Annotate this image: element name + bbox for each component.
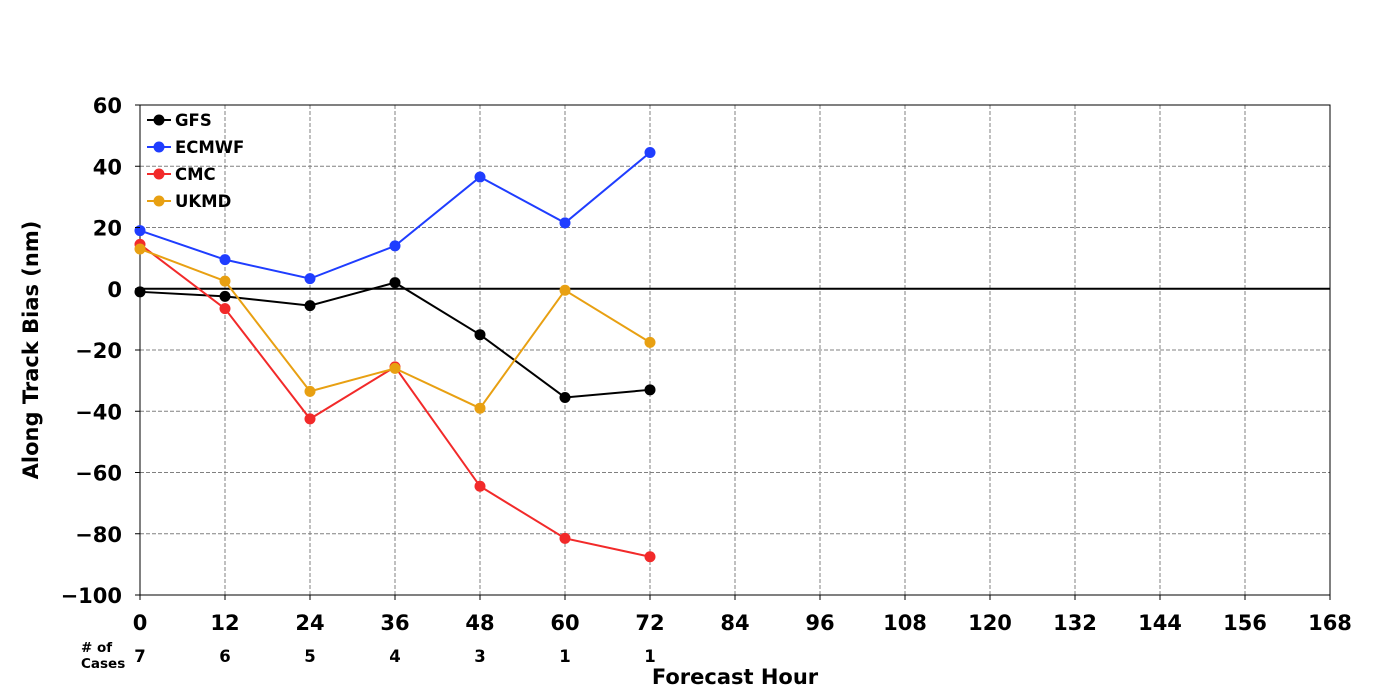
cases-count: 5 [304, 647, 315, 666]
legend: GFS ECMWF CMC UKMD [147, 111, 244, 211]
data-point-gfs [389, 277, 401, 289]
legend-swatch-marker [153, 114, 165, 126]
legend-item-ecmwf: ECMWF [147, 138, 244, 157]
x-tick-label: 72 [635, 611, 664, 635]
y-tick-label: 20 [93, 217, 122, 241]
data-point-ecmwf [559, 217, 571, 229]
data-point-ecmwf [304, 273, 316, 285]
cases-row: # of Cases 7 6 5 4 3 1 1 [81, 640, 656, 672]
y-tick-label: −20 [75, 339, 122, 363]
data-point-ukmd [559, 284, 571, 296]
data-point-cmc [219, 303, 231, 315]
data-point-gfs [219, 290, 231, 302]
data-point-ukmd [474, 402, 486, 414]
y-tick-label: 0 [107, 278, 122, 302]
series-ukmd [134, 243, 656, 414]
data-point-ukmd [219, 275, 231, 287]
cases-label-line2: Cases [81, 656, 125, 672]
legend-label: GFS [175, 111, 212, 130]
x-axis-ticks: 0 12 24 36 48 60 72 84 96 108 120 132 144 156 168 [133, 595, 1352, 635]
data-point-ukmd [389, 362, 401, 374]
cases-count: 6 [219, 647, 230, 666]
x-tick-label: 144 [1138, 611, 1182, 635]
legend-item-cmc: CMC [147, 165, 216, 184]
grid-lines [140, 105, 1330, 595]
data-point-gfs [304, 300, 316, 312]
series-gfs [134, 277, 656, 403]
data-point-cmc [304, 413, 316, 425]
data-point-ecmwf [134, 225, 146, 237]
x-tick-label: 12 [210, 611, 239, 635]
x-tick-label: 168 [1308, 611, 1352, 635]
y-tick-label: −100 [61, 584, 122, 608]
data-point-cmc [644, 551, 656, 563]
y-tick-label: −40 [75, 400, 122, 424]
cases-label-line1: # of [81, 640, 112, 656]
y-axis-title: Along Track Bias (nm) [19, 221, 43, 480]
cases-count: 7 [134, 647, 145, 666]
legend-swatch-marker [153, 168, 165, 180]
cases-count: 3 [474, 647, 485, 666]
cases-count: 1 [559, 647, 570, 666]
data-point-cmc [559, 532, 571, 544]
y-tick-label: −60 [75, 462, 122, 486]
data-point-ukmd [304, 385, 316, 397]
x-tick-label: 36 [380, 611, 409, 635]
data-point-gfs [644, 384, 656, 396]
x-axis-title: Forecast Hour [652, 665, 819, 689]
y-tick-label: 60 [93, 94, 122, 118]
cases-count: 4 [389, 647, 400, 666]
legend-item-gfs: GFS [147, 111, 212, 130]
data-point-gfs [134, 286, 146, 298]
data-point-gfs [559, 391, 571, 403]
data-point-gfs [474, 329, 486, 341]
series-group [134, 146, 656, 563]
data-point-ecmwf [474, 171, 486, 183]
data-point-ecmwf [644, 146, 656, 158]
x-tick-label: 120 [968, 611, 1012, 635]
x-tick-label: 0 [133, 611, 148, 635]
legend-label: ECMWF [175, 138, 244, 157]
x-tick-label: 132 [1053, 611, 1097, 635]
x-tick-label: 156 [1223, 611, 1267, 635]
x-tick-label: 108 [883, 611, 927, 635]
y-tick-label: −80 [75, 523, 122, 547]
x-tick-label: 60 [550, 611, 579, 635]
data-point-ukmd [134, 243, 146, 255]
x-tick-label: 84 [720, 611, 749, 635]
data-point-ecmwf [219, 254, 231, 266]
data-point-cmc [474, 480, 486, 492]
x-tick-label: 48 [465, 611, 494, 635]
x-tick-label: 24 [295, 611, 324, 635]
data-point-ukmd [644, 336, 656, 348]
legend-label: CMC [175, 165, 216, 184]
y-axis-ticks: −100 −80 −60 −40 −20 0 20 40 60 [61, 94, 140, 608]
x-tick-label: 96 [805, 611, 834, 635]
legend-swatch-marker [153, 141, 165, 153]
series-ecmwf [134, 146, 656, 285]
legend-item-ukmd: UKMD [147, 192, 231, 211]
cases-count: 1 [644, 647, 655, 666]
data-point-ecmwf [389, 240, 401, 252]
legend-swatch-marker [153, 195, 165, 207]
legend-label: UKMD [175, 192, 231, 211]
y-tick-label: 40 [93, 155, 122, 179]
